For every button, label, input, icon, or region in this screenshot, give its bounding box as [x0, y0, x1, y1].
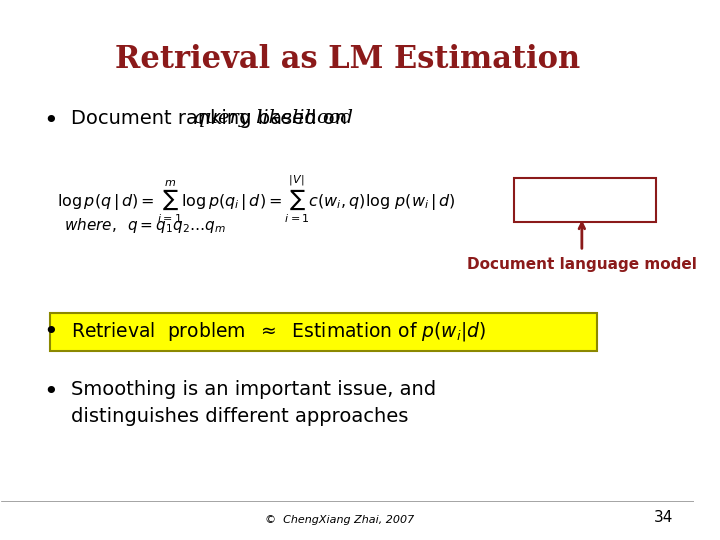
Text: 34: 34 [654, 510, 673, 525]
Text: Smoothing is an important issue, and: Smoothing is an important issue, and [71, 380, 436, 399]
Text: Retrieval  problem  $\approx$  Estimation of $p(w_i|d)$: Retrieval problem $\approx$ Estimation o… [71, 320, 486, 343]
Text: ©  ChengXiang Zhai, 2007: © ChengXiang Zhai, 2007 [265, 515, 414, 525]
Text: •: • [43, 320, 58, 344]
Text: Document ranking based on: Document ranking based on [71, 109, 353, 128]
Text: query likelihood: query likelihood [193, 109, 353, 127]
Text: $where,\;\; q = q_1 q_2 \ldots q_m$: $where,\;\; q = q_1 q_2 \ldots q_m$ [64, 217, 226, 235]
Text: distinguishes different approaches: distinguishes different approaches [71, 407, 408, 426]
Text: •: • [43, 109, 58, 133]
Text: $\log p(q\,|\,d) = \sum_{i=1}^{m} \log p(q_i\,|\,d) = \sum_{i=1}^{|V|} c(w_i,q)\: $\log p(q\,|\,d) = \sum_{i=1}^{m} \log p… [57, 173, 455, 225]
Text: •: • [43, 380, 58, 404]
FancyBboxPatch shape [50, 313, 597, 350]
Text: Document language model: Document language model [467, 256, 697, 272]
Text: Retrieval as LM Estimation: Retrieval as LM Estimation [115, 44, 580, 76]
